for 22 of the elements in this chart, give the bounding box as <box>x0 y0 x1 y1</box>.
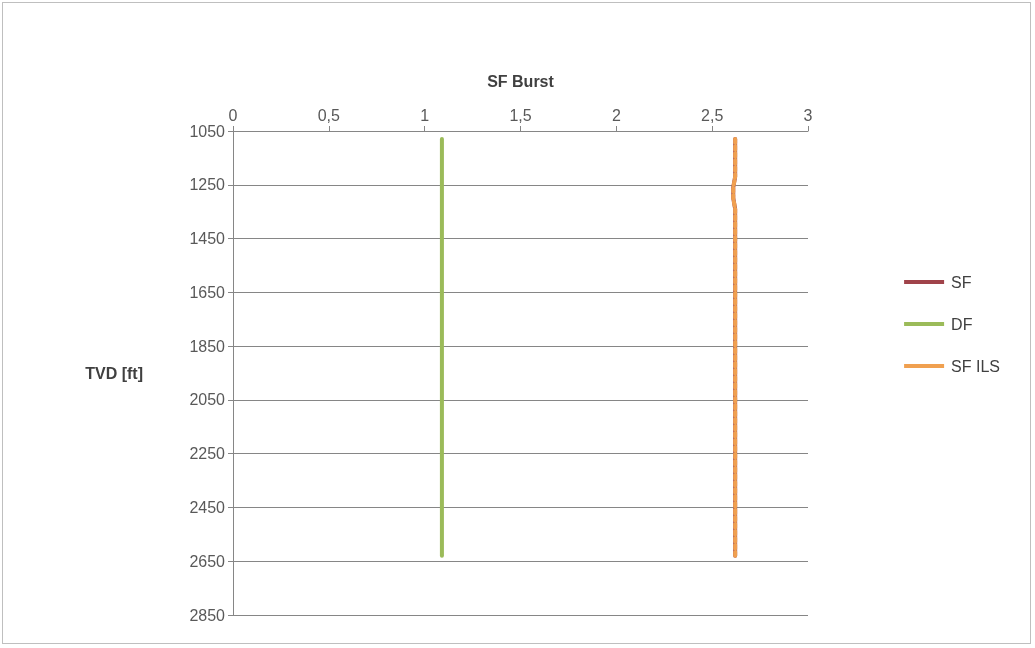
y-tick-label: 1050 <box>189 122 226 140</box>
y-tick-label: 2850 <box>189 606 226 624</box>
y-tick-label: 2450 <box>189 498 226 516</box>
y-tick-label: 2650 <box>189 552 226 570</box>
legend-label: SF <box>951 273 972 291</box>
x-axis-title: SF Burst <box>487 72 555 90</box>
y-tick-label: 2050 <box>189 391 226 409</box>
y-tick-label: 1650 <box>189 283 226 301</box>
x-tick-label: 2,5 <box>701 106 724 124</box>
x-tick-label: 1 <box>420 106 430 124</box>
legend-label: DF <box>951 315 973 333</box>
y-tick-label: 1250 <box>189 176 226 194</box>
x-tick-label: 0,5 <box>317 106 341 124</box>
y-tick-label: 2250 <box>189 445 226 463</box>
legend-label: SF ILS <box>951 357 1000 375</box>
y-axis-title: TVD [ft] <box>85 364 143 382</box>
x-tick-label: 3 <box>803 106 813 124</box>
y-tick-label: 1450 <box>189 230 226 248</box>
x-tick-label: 2 <box>611 106 621 124</box>
x-tick-label: 0 <box>228 106 238 124</box>
x-tick-label: 1,5 <box>509 106 532 124</box>
y-tick-label: 1850 <box>189 337 226 355</box>
